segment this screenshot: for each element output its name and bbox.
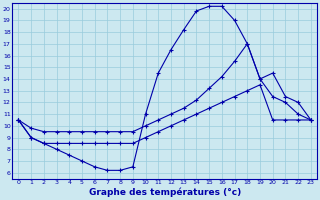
X-axis label: Graphe des températures (°c): Graphe des températures (°c) <box>89 188 241 197</box>
